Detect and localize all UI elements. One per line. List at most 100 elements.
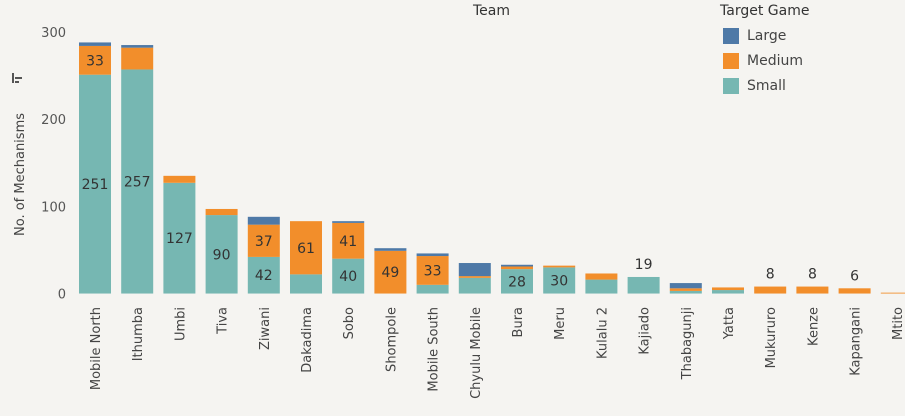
data-label-dakadima-medium: 61 (297, 241, 315, 257)
bar-large-chyulu-mobile (458, 263, 491, 277)
y-tick-label: 300 (41, 26, 66, 41)
bar-large-mobile-south (416, 253, 449, 257)
bar-medium-sobo (332, 222, 365, 259)
x-tick-label-kenze: Kenze (806, 307, 821, 346)
data-label-sobo-small: 40 (339, 269, 357, 285)
bar-small-thabagunji (669, 290, 702, 294)
bar-medium-mobile-north (79, 45, 111, 75)
data-label-kapangani-total: 6 (850, 268, 859, 284)
legend-item-large[interactable]: Large (723, 28, 786, 44)
data-label-mobile-south-medium: 33 (424, 263, 442, 279)
bar-medium-ithumba (121, 47, 154, 70)
x-tick-label-shompole: Shompole (384, 307, 399, 372)
data-label-bura-small: 28 (508, 274, 526, 290)
bar-small-ithumba (121, 69, 154, 294)
bar-small-sobo (332, 258, 365, 294)
x-tick-label-sobo: Sobo (342, 307, 357, 339)
bar-small-chyulu-mobile (458, 277, 491, 294)
bar-small-kulalu-2 (585, 279, 618, 294)
bar-medium-shompole (374, 250, 407, 294)
data-label-ziwani-medium: 37 (255, 234, 273, 250)
x-tick-label-yatta: Yatta (722, 307, 737, 340)
legend-label-medium: Medium (747, 53, 803, 69)
bar-large-mobile-north (79, 42, 111, 46)
bar-medium-thabagunji (669, 288, 702, 291)
bar-large-sobo (332, 221, 365, 223)
bar-large-thabagunji (669, 283, 702, 289)
data-label-kenze-total: 8 (808, 267, 817, 283)
bar-medium-mtito (880, 292, 905, 294)
data-label-ziwani-small: 42 (255, 268, 273, 284)
bar-medium-yatta (712, 287, 744, 291)
x-tick-label-thabagunji: Thabagunji (680, 307, 695, 380)
bar-small-mobile-north (79, 74, 111, 294)
bar-medium-kapangani (838, 288, 871, 294)
sort-icon[interactable] (11, 72, 23, 84)
bar-medium-ziwani (247, 224, 280, 257)
bar-small-yatta (712, 290, 744, 294)
legend-label-large: Large (747, 28, 787, 44)
data-label-umbi-small: 127 (166, 231, 193, 247)
data-label-shompole-medium: 49 (381, 265, 399, 281)
data-label-meru-small: 30 (550, 273, 568, 289)
legend-swatch-medium (723, 53, 739, 69)
bar-medium-chyulu-mobile (458, 276, 491, 278)
x-tick-label-umbi: Umbi (173, 307, 188, 341)
legend-swatch-small (723, 78, 739, 94)
bar-small-bura (501, 269, 533, 294)
bar-small-ziwani (247, 256, 280, 294)
bar-medium-dakadima (290, 221, 322, 275)
data-label-sobo-medium: 41 (339, 234, 357, 250)
bar-medium-bura (501, 266, 533, 270)
y-tick-label: 0 (58, 288, 66, 303)
x-tick-label-mobile-north: Mobile North (89, 307, 104, 390)
legend-item-small[interactable]: Small (723, 78, 786, 94)
bar-large-shompole (374, 248, 407, 251)
bar-small-mobile-south (416, 284, 449, 294)
bar-large-ithumba (121, 45, 154, 48)
x-tick-label-ithumba: Ithumba (131, 307, 146, 361)
x-tick-label-bura: Bura (511, 307, 526, 337)
y-tick-label: 200 (41, 113, 66, 128)
team-header: Team (473, 3, 511, 19)
data-label-mobile-north-medium: 33 (86, 53, 104, 69)
bar-medium-tiva (205, 208, 238, 216)
y-tick-label: 100 (41, 200, 66, 215)
data-label-kajiado-total: 19 (635, 257, 653, 273)
x-tick-label-ziwani: Ziwani (258, 307, 273, 350)
bar-small-kajiado (627, 276, 660, 294)
x-tick-label-mobile-south: Mobile South (427, 307, 442, 392)
legend-title: Target Game (720, 3, 810, 19)
data-label-mukururo-total: 8 (766, 267, 775, 283)
x-tick-label-mukururo: Mukururo (764, 307, 779, 368)
bar-medium-mobile-south (416, 256, 449, 285)
legend-item-medium[interactable]: Medium (723, 53, 803, 69)
bar-medium-mukururo (754, 286, 787, 294)
bar-small-umbi (163, 182, 196, 294)
bar-medium-kulalu-2 (585, 273, 618, 280)
bar-medium-kenze (796, 286, 829, 294)
legend-label-small: Small (747, 78, 786, 94)
x-tick-label-kulalu-2: Kulalu 2 (595, 307, 610, 359)
bar-small-tiva (205, 215, 238, 294)
x-tick-label-tiva: Tiva (216, 307, 231, 335)
data-label-mobile-north-small: 251 (82, 177, 109, 193)
bar-large-ziwani (247, 216, 280, 225)
x-tick-label-kapangani: Kapangani (849, 307, 864, 376)
bar-medium-umbi (163, 175, 196, 183)
bar-large-bura (501, 264, 533, 267)
x-tick-label-kajiado: Kajiado (638, 307, 653, 355)
data-label-tiva-small: 90 (213, 247, 231, 263)
bar-small-meru (543, 267, 576, 294)
legend-swatch-large (723, 28, 739, 44)
x-tick-label-meru: Meru (553, 307, 568, 340)
bar-medium-meru (543, 265, 576, 268)
x-tick-label-dakadima: Dakadima (300, 307, 315, 373)
data-label-ithumba-small: 257 (124, 175, 151, 191)
y-axis-title: No. of Mechanisms (13, 113, 28, 236)
x-tick-label-chyulu-mobile: Chyulu Mobile (469, 307, 484, 399)
bar-small-dakadima (290, 274, 322, 294)
x-tick-label-mtito: Mtito (891, 307, 905, 340)
